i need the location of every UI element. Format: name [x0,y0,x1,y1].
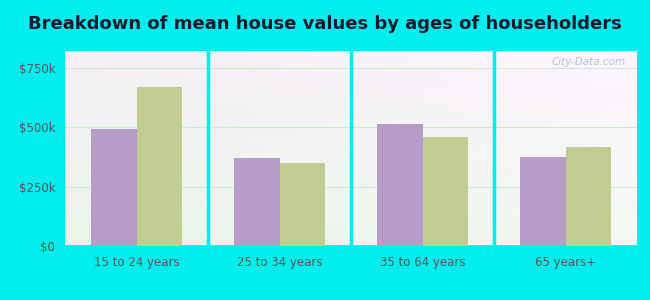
Bar [422,136,468,246]
Bar [136,87,182,246]
Bar [234,158,280,246]
Bar [91,130,136,246]
Text: City-Data.com: City-Data.com [551,57,625,67]
Bar [520,157,566,246]
Bar [280,163,325,246]
Bar [377,124,423,246]
Text: Breakdown of mean house values by ages of householders: Breakdown of mean house values by ages o… [28,15,622,33]
Legend: Londonderry, New Hampshire: Londonderry, New Hampshire [214,296,488,300]
Bar [566,147,611,246]
